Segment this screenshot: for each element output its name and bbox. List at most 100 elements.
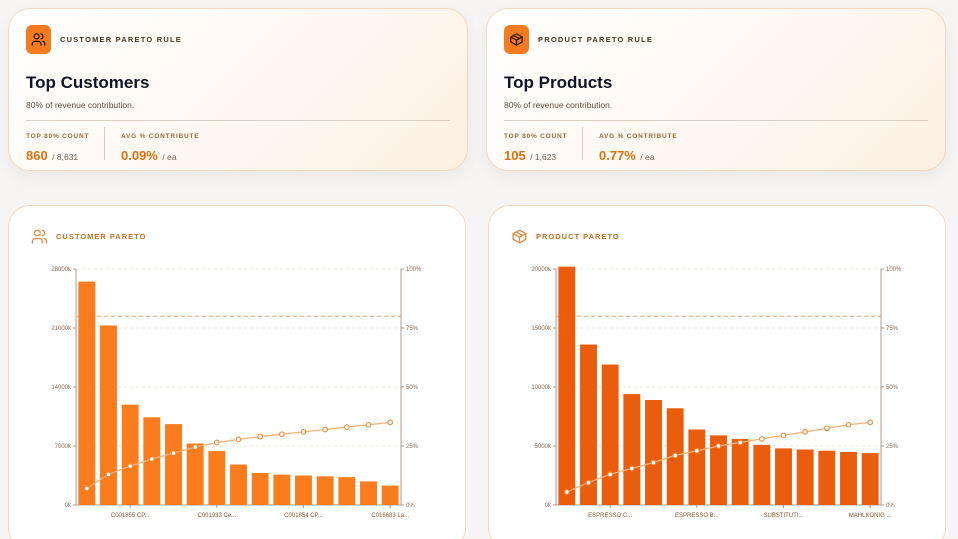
y2-tick-label: 0% — [406, 503, 415, 509]
y-tick-label: 14000k — [51, 385, 72, 391]
cumulative-point — [235, 436, 242, 443]
x-tick-label: C016683 La... — [371, 513, 409, 519]
cumulative-point — [213, 439, 220, 446]
y2-tick-label: 0% — [886, 503, 895, 509]
product-summary-card: PRODUCT PARETO RULE Top Products 80% of … — [486, 8, 946, 171]
product-pareto-chart: 0k 5000k 10000k 15000k 20000k 0% 25% 50% 75% 100%… — [531, 266, 902, 519]
bar — [775, 448, 792, 505]
product-title: Top Products — [504, 73, 613, 92]
cumulative-point — [563, 489, 570, 495]
cumulative-point — [628, 465, 635, 472]
cumulative-point — [148, 456, 155, 462]
cumulative-point — [387, 419, 394, 426]
y2-tick-label: 50% — [406, 385, 419, 391]
cumulative-point — [845, 421, 852, 428]
customer-avg-unit: / ea — [162, 152, 177, 162]
cumulative-point — [278, 431, 285, 438]
bar — [861, 453, 879, 505]
box-icon — [504, 25, 529, 54]
x-tick-label: MAHLKONIG ... — [849, 513, 892, 519]
cumulative-point — [585, 479, 592, 486]
y2-tick-label: 100% — [886, 267, 902, 273]
y-tick-label: 0k — [545, 503, 552, 509]
bar — [840, 451, 857, 505]
y-tick-label: 15000k — [531, 326, 552, 332]
cumulative-point — [170, 450, 177, 456]
bar — [360, 481, 377, 505]
product-count-value: 105 — [504, 148, 526, 163]
bar — [753, 444, 771, 505]
x-tick-label: SUBSTITUTI... — [763, 513, 803, 519]
bar — [796, 449, 814, 505]
product-avg-unit: / ea — [640, 152, 655, 162]
product-count-total: / 1,623 — [530, 152, 557, 162]
product-count-stat: TOP 80% COUNT 105 / 1,623 — [504, 133, 567, 165]
y-tick-label: 10000k — [531, 385, 552, 391]
cumulative-point — [365, 421, 372, 428]
bar — [295, 475, 312, 505]
users-icon — [26, 25, 51, 54]
customer-eyebrow: CUSTOMER PARETO RULE — [60, 35, 182, 44]
product-stat-separator — [582, 127, 583, 160]
customer-summary-header: CUSTOMER PARETO RULE — [26, 25, 182, 54]
y-tick-label: 28000k — [51, 267, 72, 273]
bar — [165, 424, 182, 505]
bar — [601, 364, 619, 505]
cumulative-point — [737, 439, 744, 446]
customer-count-total: / 8,631 — [52, 152, 79, 162]
x-tick-label: ESPRESSO B... — [675, 513, 719, 519]
product-avg-value: 0.77% — [599, 148, 636, 163]
y-tick-label: 7000k — [55, 444, 72, 450]
cumulative-point — [823, 425, 830, 432]
product-eyebrow: PRODUCT PARETO RULE — [538, 35, 654, 44]
cumulative-point — [127, 463, 134, 469]
cumulative-point — [867, 419, 874, 426]
customer-avg-stat: AVG % CONTRIBUTE 0.09% / ea — [121, 133, 199, 165]
product-count-label: TOP 80% COUNT — [504, 133, 568, 140]
bar — [710, 435, 727, 505]
y-tick-label: 5000k — [535, 444, 552, 450]
bar — [731, 438, 749, 505]
cumulative-point — [300, 428, 307, 435]
y2-tick-label: 50% — [886, 385, 899, 391]
cumulative-point — [83, 485, 90, 492]
bar — [623, 394, 641, 505]
bar — [251, 472, 269, 505]
product-pareto-title: PRODUCT PARETO — [536, 232, 620, 241]
y2-tick-label: 75% — [886, 326, 899, 332]
bar — [558, 266, 576, 505]
bar — [338, 477, 356, 505]
y-tick-label: 21000k — [51, 326, 72, 332]
product-divider — [504, 120, 928, 121]
customer-count-stat: TOP 80% COUNT 860 / 8,631 — [26, 133, 89, 165]
product-subtitle: 80% of revenue contribution. — [504, 100, 613, 110]
customer-subtitle: 80% of revenue contribution. — [26, 100, 135, 110]
customer-pareto-header: CUSTOMER PARETO — [31, 228, 146, 245]
bar — [273, 474, 291, 505]
x-tick-label: ESPRESSO C... — [588, 513, 632, 519]
product-pareto-header: PRODUCT PARETO — [511, 228, 620, 245]
customer-avg-label: AVG % CONTRIBUTE — [121, 133, 200, 140]
cumulative-point — [105, 471, 112, 478]
product-pareto-card: PRODUCT PARETO 0k 5000k 10000k 15000k 20000k… — [488, 205, 946, 539]
x-tick-label: C001855 CP... — [111, 513, 150, 519]
customer-summary-card: CUSTOMER PARETO RULE Top Customers 80% o… — [8, 8, 468, 171]
y2-tick-label: 100% — [406, 267, 422, 273]
y-tick-label: 20000k — [531, 267, 552, 273]
bar — [316, 476, 334, 505]
customer-divider — [26, 120, 450, 121]
bar — [78, 281, 96, 505]
bar — [645, 399, 662, 505]
bar — [186, 443, 204, 505]
y2-tick-label: 25% — [886, 444, 899, 450]
cumulative-point — [607, 471, 614, 478]
customer-pareto-card: CUSTOMER PARETO 0k 7000k 14000k 21000k 28000… — [8, 205, 466, 539]
box-icon — [512, 229, 527, 244]
cumulative-point — [343, 424, 350, 430]
y-tick-label: 0k — [65, 503, 72, 509]
cumulative-point — [802, 428, 809, 435]
bar — [818, 450, 836, 505]
customer-avg-value: 0.09% — [121, 148, 158, 163]
x-tick-label: C001933 Ce... — [197, 513, 236, 519]
y2-tick-label: 25% — [406, 444, 419, 450]
